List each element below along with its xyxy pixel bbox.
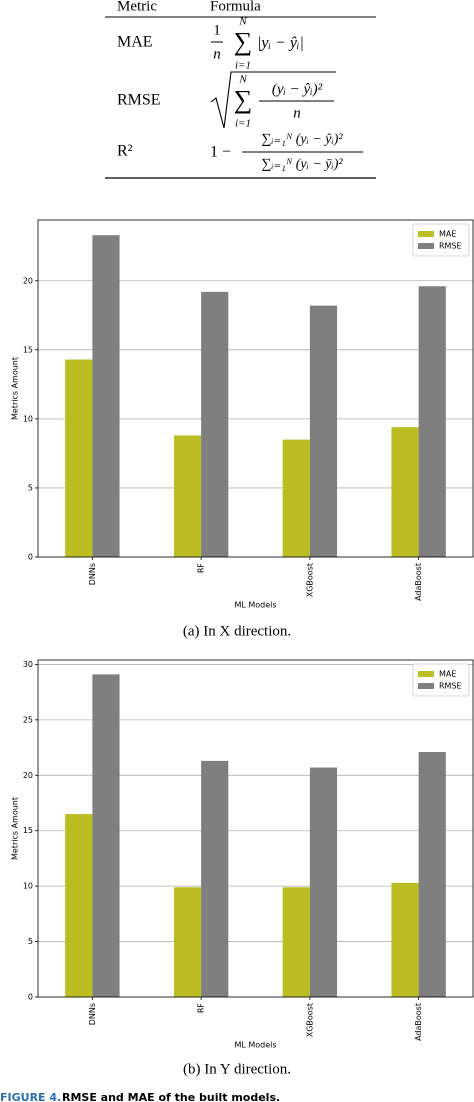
formula-part: |yᵢ − ŷᵢ| <box>257 35 304 52</box>
y-tick-label: 0 <box>28 553 33 562</box>
y-tick-label: 10 <box>23 882 33 891</box>
formula-part: ∑ <box>234 85 253 114</box>
formula-part: N <box>238 74 247 86</box>
plot-frame <box>37 659 474 998</box>
formula-part: i=1 <box>235 60 251 72</box>
chart-caption: (a) In X direction. <box>183 623 291 639</box>
bar <box>309 767 338 997</box>
formula-part: n <box>293 105 301 121</box>
plot-frame <box>37 219 474 558</box>
y-tick-label: 20 <box>23 276 33 285</box>
bar <box>92 674 120 997</box>
y-tick-label: 25 <box>23 715 33 724</box>
y-tick-label: 5 <box>28 483 33 492</box>
bar-chart: 0 5 10 15 20 DNNs RF XGBoost AdaBoost ML Models Me… <box>11 219 474 639</box>
table-header: Formula <box>210 0 261 14</box>
y-axis-label: Metrics Amount <box>11 357 20 420</box>
bar <box>201 291 229 557</box>
bar <box>173 435 202 557</box>
metric-name: R² <box>117 143 133 160</box>
legend-label: MAE <box>439 230 456 239</box>
bar <box>309 305 338 557</box>
legend-label: RMSE <box>439 682 462 691</box>
bar <box>418 286 446 557</box>
chart-caption: (b) In Y direction. <box>183 1061 291 1077</box>
bar <box>92 235 120 557</box>
bar <box>282 887 310 997</box>
y-tick-label: 30 <box>23 660 33 669</box>
bar <box>282 439 310 557</box>
bar <box>201 760 229 997</box>
bar <box>391 427 419 557</box>
formula-part: n <box>213 46 221 62</box>
y-tick-label: 15 <box>23 345 33 354</box>
x-tick-label: AdaBoost <box>414 563 423 601</box>
y-tick-label: 10 <box>23 414 33 423</box>
figure-label: FIGURE 4. <box>0 1091 61 1102</box>
bar <box>65 359 93 557</box>
metric-name: MAE <box>117 34 153 51</box>
y-axis-label: Metrics Amount <box>11 797 20 860</box>
x-tick-label: XGBoost <box>305 563 314 597</box>
x-tick-label: XGBoost <box>305 1003 314 1037</box>
formula-part: (yᵢ − ŷᵢ)² <box>272 81 323 97</box>
legend-label: RMSE <box>439 242 462 251</box>
metrics-table: Metric Formula MAE 1 n ∑ N i=1 |yᵢ − ŷᵢ|… <box>105 0 376 179</box>
formula-part: 1 <box>213 22 221 38</box>
bar <box>65 814 93 997</box>
y-tick-label: 0 <box>28 993 33 1002</box>
legend-swatch <box>418 671 434 677</box>
y-tick-label: 5 <box>28 937 33 946</box>
bar <box>173 887 202 997</box>
x-tick-label: AdaBoost <box>414 1003 423 1041</box>
x-axis-label: ML Models <box>234 1041 276 1050</box>
x-axis-label: ML Models <box>234 601 276 610</box>
formula-part: ∑ᵢ₌₁ᴺ (yᵢ − ȳᵢ)² <box>261 157 343 172</box>
formula-part: ∑ <box>234 27 253 56</box>
x-tick-label: DNNs <box>88 1003 97 1025</box>
formula-part: i=1 <box>235 118 251 130</box>
charts: 0 5 10 15 20 DNNs RF XGBoost AdaBoost ML Models Me… <box>11 219 474 1077</box>
legend-label: MAE <box>439 670 456 679</box>
bar <box>418 752 446 997</box>
y-tick-label: 20 <box>23 771 33 780</box>
sqrt-sign <box>210 71 336 129</box>
legend-swatch <box>418 231 434 237</box>
formula-part: ∑ᵢ₌₁ᴺ (yᵢ − ŷᵢ)² <box>261 132 343 147</box>
x-tick-label: RF <box>197 1003 206 1014</box>
x-tick-label: DNNs <box>88 563 97 585</box>
legend-swatch <box>418 243 434 249</box>
bar-chart: 0 5 10 15 20 25 30 DNNs RF XGBoost AdaBoost ML Mode… <box>11 659 474 1077</box>
formula-part: 1 − <box>210 144 231 161</box>
table-header: Metric <box>117 0 157 14</box>
x-tick-label: RF <box>197 563 206 574</box>
metric-name: RMSE <box>117 92 161 109</box>
figure-caption: RMSE and MAE of the built models. <box>62 1091 280 1102</box>
formula-part: N <box>238 16 247 28</box>
legend-swatch <box>418 683 434 689</box>
y-tick-label: 15 <box>23 826 33 835</box>
bar <box>391 882 419 997</box>
